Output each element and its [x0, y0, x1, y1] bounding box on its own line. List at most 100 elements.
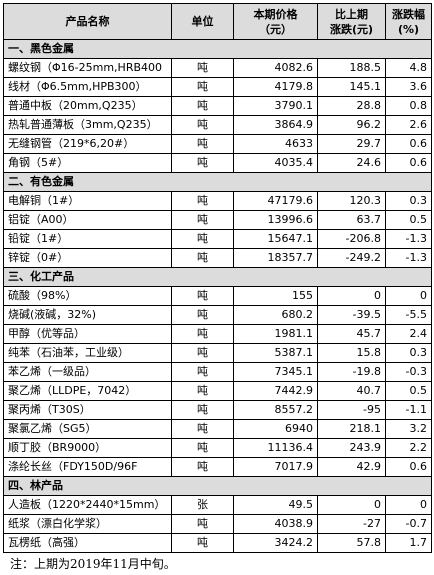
table-row: 聚乙烯（LLDPE，7042）吨 7442.9 40.7 0.5	[3, 381, 432, 401]
unit-cell: 吨	[171, 400, 234, 420]
price-cell: 6940	[233, 419, 318, 439]
price-cell: 4082.6	[233, 58, 318, 78]
change-cell: 0	[317, 495, 386, 515]
table-row: 螺纹钢（Φ16-25mm,HRB400 吨 4082.6 188.5 4.8	[3, 58, 432, 78]
unit-cell: 吨	[171, 419, 234, 439]
price-cell: 7442.9	[233, 381, 318, 401]
pct-cell: 1.7	[385, 533, 432, 553]
change-cell: 96.2	[317, 115, 386, 135]
change-cell: -39.5	[317, 305, 386, 325]
table-row: 锌锭（0#）吨 18357.7 -249.2 -1.3	[3, 248, 432, 268]
product-name-cell: 无缝钢管（219*6,20#）	[3, 134, 172, 154]
change-cell: -95	[317, 400, 386, 420]
price-cell: 7017.9	[233, 457, 318, 477]
table-row: 瓦楞纸（高强）吨 3424.2 57.8 1.7	[3, 533, 432, 553]
product-name-cell: 铅锭（1#）	[3, 229, 172, 249]
price-cell: 47179.6	[233, 191, 318, 211]
pct-cell: 0.5	[385, 381, 432, 401]
pct-cell: 0.8	[385, 96, 432, 116]
pct-cell: 3.2	[385, 419, 432, 439]
table-row: 铅锭（1#）吨 15647.1 -206.8 -1.3	[3, 229, 432, 249]
price-cell: 5387.1	[233, 343, 318, 363]
change-cell: 42.9	[317, 457, 386, 477]
section-row: 四、林产品	[3, 476, 432, 496]
table-row: 聚氯乙烯（SG5）吨 6940 218.1 3.2	[3, 419, 432, 439]
table-row: 热轧普通薄板（3mm,Q235）吨 3864.9 96.2 2.6	[3, 115, 432, 135]
table-row: 铝锭（A00）吨 13996.6 63.7 0.5	[3, 210, 432, 230]
unit-cell: 吨	[171, 210, 234, 230]
pct-cell: 0	[385, 495, 432, 515]
unit-cell: 吨	[171, 457, 234, 477]
product-name-cell: 角钢（5#）	[3, 153, 172, 173]
unit-cell: 吨	[171, 229, 234, 249]
pct-cell: -0.3	[385, 362, 432, 382]
product-name-cell: 热轧普通薄板（3mm,Q235）	[3, 115, 172, 135]
change-cell: 29.7	[317, 134, 386, 154]
change-cell: 40.7	[317, 381, 386, 401]
section-row: 三、化工产品	[3, 267, 432, 287]
price-cell: 13996.6	[233, 210, 318, 230]
product-name-cell: 锌锭（0#）	[3, 248, 172, 268]
table-row: 纸浆（漂白化学浆）吨 4038.9 -27 -0.7	[3, 514, 432, 534]
product-name-cell: 涤纶长丝（FDY150D/96F	[3, 457, 172, 477]
price-cell: 3424.2	[233, 533, 318, 553]
change-cell: 120.3	[317, 191, 386, 211]
header-unit: 单位	[171, 3, 234, 40]
change-cell: 28.8	[317, 96, 386, 116]
product-name-cell: 甲醇（优等品）	[3, 324, 172, 344]
section-title: 一、黑色金属	[3, 39, 432, 59]
price-cell: 680.2	[233, 305, 318, 325]
table-row: 普通中板（20mm,Q235）吨 3790.1 28.8 0.8	[3, 96, 432, 116]
unit-cell: 吨	[171, 153, 234, 173]
unit-cell: 吨	[171, 343, 234, 363]
table-row: 顺丁胶（BR9000）吨 11136.4 243.9 2.2	[3, 438, 432, 458]
table-row: 甲醇（优等品）吨 1981.1 45.7 2.4	[3, 324, 432, 344]
product-name-cell: 苯乙烯（一级品）	[3, 362, 172, 382]
change-cell: -27	[317, 514, 386, 534]
header-name: 产品名称	[3, 3, 172, 40]
table-header-row: 产品名称 单位 本期价格 （元） 比上期 涨跌(元) 涨跌幅 (%)	[3, 3, 432, 40]
pct-cell: 0.3	[385, 191, 432, 211]
change-cell: 145.1	[317, 77, 386, 97]
product-name-cell: 聚乙烯（LLDPE，7042）	[3, 381, 172, 401]
product-name-cell: 线材（Φ6.5mm,HPB300）	[3, 77, 172, 97]
pct-cell: -0.7	[385, 514, 432, 534]
unit-cell: 吨	[171, 134, 234, 154]
change-cell: -206.8	[317, 229, 386, 249]
table-row: 苯乙烯（一级品）吨 7345.1 -19.8 -0.3	[3, 362, 432, 382]
product-name-cell: 烧碱(液碱，32%)	[3, 305, 172, 325]
change-cell: 188.5	[317, 58, 386, 78]
price-cell: 4179.8	[233, 77, 318, 97]
change-cell: 57.8	[317, 533, 386, 553]
unit-cell: 张	[171, 495, 234, 515]
pct-cell: 0.3	[385, 343, 432, 363]
footnote: 注：上期为2019年11月中旬。	[10, 557, 176, 571]
product-name-cell: 铝锭（A00）	[3, 210, 172, 230]
table-row: 聚丙烯（T30S）吨 8557.2 -95 -1.1	[3, 400, 432, 420]
pct-cell: 0.6	[385, 153, 432, 173]
change-cell: 218.1	[317, 419, 386, 439]
unit-cell: 吨	[171, 381, 234, 401]
unit-cell: 吨	[171, 191, 234, 211]
change-cell: -19.8	[317, 362, 386, 382]
section-row: 一、黑色金属	[3, 39, 432, 59]
unit-cell: 吨	[171, 286, 234, 306]
price-cell: 18357.7	[233, 248, 318, 268]
price-cell: 15647.1	[233, 229, 318, 249]
unit-cell: 吨	[171, 96, 234, 116]
change-cell: 15.8	[317, 343, 386, 363]
product-name-cell: 人造板（1220*2440*15mm）	[3, 495, 172, 515]
change-cell: 63.7	[317, 210, 386, 230]
pct-cell: 2.6	[385, 115, 432, 135]
price-cell: 3790.1	[233, 96, 318, 116]
change-cell: 45.7	[317, 324, 386, 344]
unit-cell: 吨	[171, 305, 234, 325]
unit-cell: 吨	[171, 514, 234, 534]
product-name-cell: 硫酸（98%）	[3, 286, 172, 306]
unit-cell: 吨	[171, 248, 234, 268]
pct-cell: -1.3	[385, 229, 432, 249]
unit-cell: 吨	[171, 115, 234, 135]
table-row: 涤纶长丝（FDY150D/96F 吨 7017.9 42.9 0.6	[3, 457, 432, 477]
pct-cell: 2.4	[385, 324, 432, 344]
pct-cell: -5.5	[385, 305, 432, 325]
